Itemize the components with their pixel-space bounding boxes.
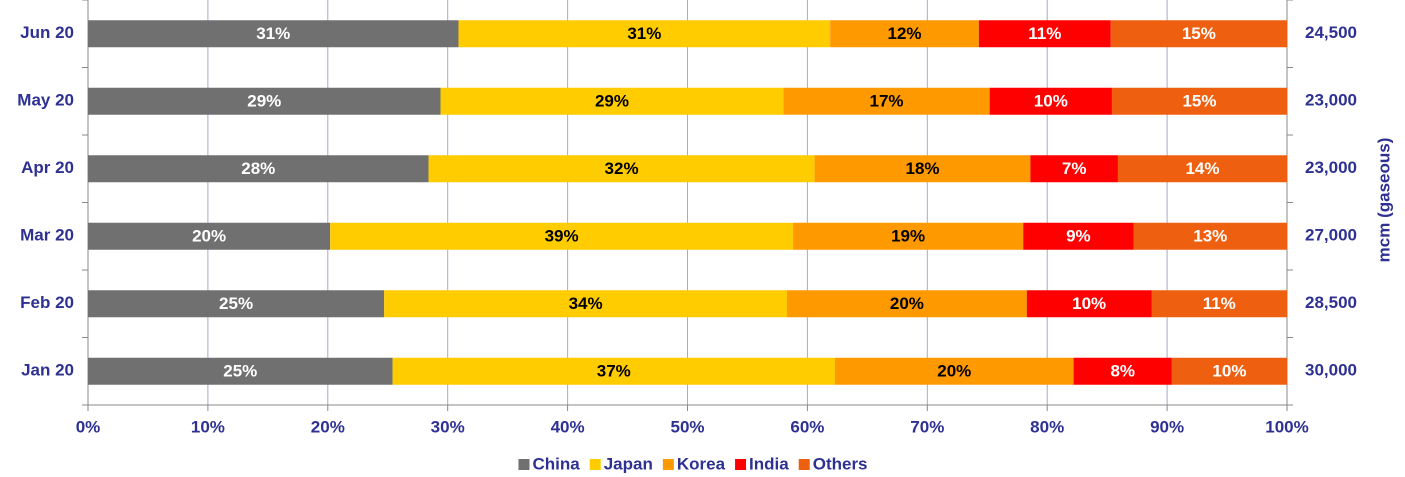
bar-segment xyxy=(88,155,429,183)
legend-label: Others xyxy=(813,454,868,473)
data-label: 9% xyxy=(1066,227,1091,246)
data-label: 11% xyxy=(1203,294,1236,313)
bar-segment xyxy=(1111,87,1287,115)
data-label: 29% xyxy=(247,92,281,111)
x-tick-label: 50% xyxy=(670,417,704,436)
data-label: 14% xyxy=(1185,159,1219,178)
legend: China Japan Korea India Others xyxy=(518,454,868,473)
y-tick-label: May 20 xyxy=(17,91,74,110)
data-label: 31% xyxy=(627,24,661,43)
data-label: 34% xyxy=(569,294,603,313)
bar-segment xyxy=(1026,290,1152,318)
bar-segment xyxy=(1030,155,1118,183)
data-label: 13% xyxy=(1193,227,1227,246)
data-label: 11% xyxy=(1028,24,1061,43)
x-tick-label: 90% xyxy=(1150,417,1184,436)
bar-segment xyxy=(428,155,815,183)
data-label: 37% xyxy=(597,362,631,381)
bar-segment xyxy=(1171,357,1287,385)
legend-swatch xyxy=(798,459,810,470)
x-tick-label: 40% xyxy=(551,417,585,436)
bar-segment xyxy=(834,357,1074,385)
y2-tick-label: 23,000 xyxy=(1305,158,1357,177)
bar-segment xyxy=(1023,222,1134,250)
legend-label: Korea xyxy=(677,454,726,473)
bar-segment xyxy=(384,290,788,318)
bar-segment xyxy=(787,290,1027,318)
y2-tick-label: 24,500 xyxy=(1305,23,1357,42)
data-label: 18% xyxy=(905,159,939,178)
legend-label: China xyxy=(532,454,580,473)
data-label: 31% xyxy=(256,24,290,43)
y2-tick-label: 23,000 xyxy=(1305,91,1357,110)
data-label: 10% xyxy=(1212,362,1246,381)
bar-segment xyxy=(814,155,1031,183)
x-tick-label: 100% xyxy=(1265,417,1308,436)
data-label: 10% xyxy=(1034,92,1068,111)
data-label: 28% xyxy=(241,159,275,178)
bar-segment xyxy=(978,20,1111,48)
bar-segment xyxy=(1151,290,1287,318)
x-tick-label: 70% xyxy=(910,417,944,436)
legend-label: Japan xyxy=(604,454,653,473)
y2-axis-label: mcm (gaseous) xyxy=(1374,138,1393,263)
data-label: 19% xyxy=(891,227,925,246)
data-label: 25% xyxy=(223,362,257,381)
y-tick-label: Mar 20 xyxy=(20,226,74,245)
data-label: 32% xyxy=(605,159,639,178)
data-label: 8% xyxy=(1110,362,1135,381)
x-tick-label: 30% xyxy=(431,417,465,436)
y2-tick-label: 30,000 xyxy=(1305,361,1357,380)
y-tick-label: Jan 20 xyxy=(21,361,74,380)
x-tick-label: 80% xyxy=(1030,417,1064,436)
bar-segment xyxy=(1133,222,1287,250)
data-label: 29% xyxy=(595,92,629,111)
y-tick-label: Apr 20 xyxy=(21,158,74,177)
bar-segment xyxy=(330,222,794,250)
y2-tick-label: 28,500 xyxy=(1305,293,1357,312)
data-label: 15% xyxy=(1182,24,1216,43)
bar-segment xyxy=(88,290,385,318)
legend-swatch xyxy=(735,459,747,470)
legend-swatch xyxy=(662,459,674,470)
bar-segment xyxy=(1117,155,1287,183)
bar-segment xyxy=(88,222,331,250)
x-tick-label: 20% xyxy=(311,417,345,436)
y2-tick-label: 27,000 xyxy=(1305,226,1357,245)
bar-segment xyxy=(458,20,831,48)
bar-segment xyxy=(88,87,441,115)
bar-segment xyxy=(1110,20,1287,48)
bar-segment xyxy=(88,20,459,48)
y-tick-label: Jun 20 xyxy=(20,23,74,42)
bar-segment xyxy=(830,20,979,48)
data-label: 15% xyxy=(1182,92,1216,111)
bar-segment xyxy=(793,222,1024,250)
legend-swatch xyxy=(589,459,601,470)
data-label: 20% xyxy=(890,294,924,313)
bar-segment xyxy=(440,87,784,115)
data-label: 20% xyxy=(937,362,971,381)
data-label: 39% xyxy=(545,227,579,246)
data-label: 17% xyxy=(870,92,904,111)
y-tick-label: Feb 20 xyxy=(20,293,74,312)
legend-swatch xyxy=(518,459,530,470)
bar-segment xyxy=(1073,357,1172,385)
data-label: 12% xyxy=(888,24,922,43)
x-tick-label: 10% xyxy=(191,417,225,436)
bar-segment xyxy=(392,357,835,385)
legend-label: India xyxy=(749,454,789,473)
x-tick-label: 60% xyxy=(790,417,824,436)
bar-segment xyxy=(783,87,990,115)
bar-segment xyxy=(88,357,393,385)
x-tick-label: 0% xyxy=(76,417,101,436)
data-label: 10% xyxy=(1072,294,1106,313)
data-label: 20% xyxy=(192,227,226,246)
data-label: 25% xyxy=(219,294,253,313)
data-label: 7% xyxy=(1062,159,1087,178)
bar-segment xyxy=(989,87,1112,115)
